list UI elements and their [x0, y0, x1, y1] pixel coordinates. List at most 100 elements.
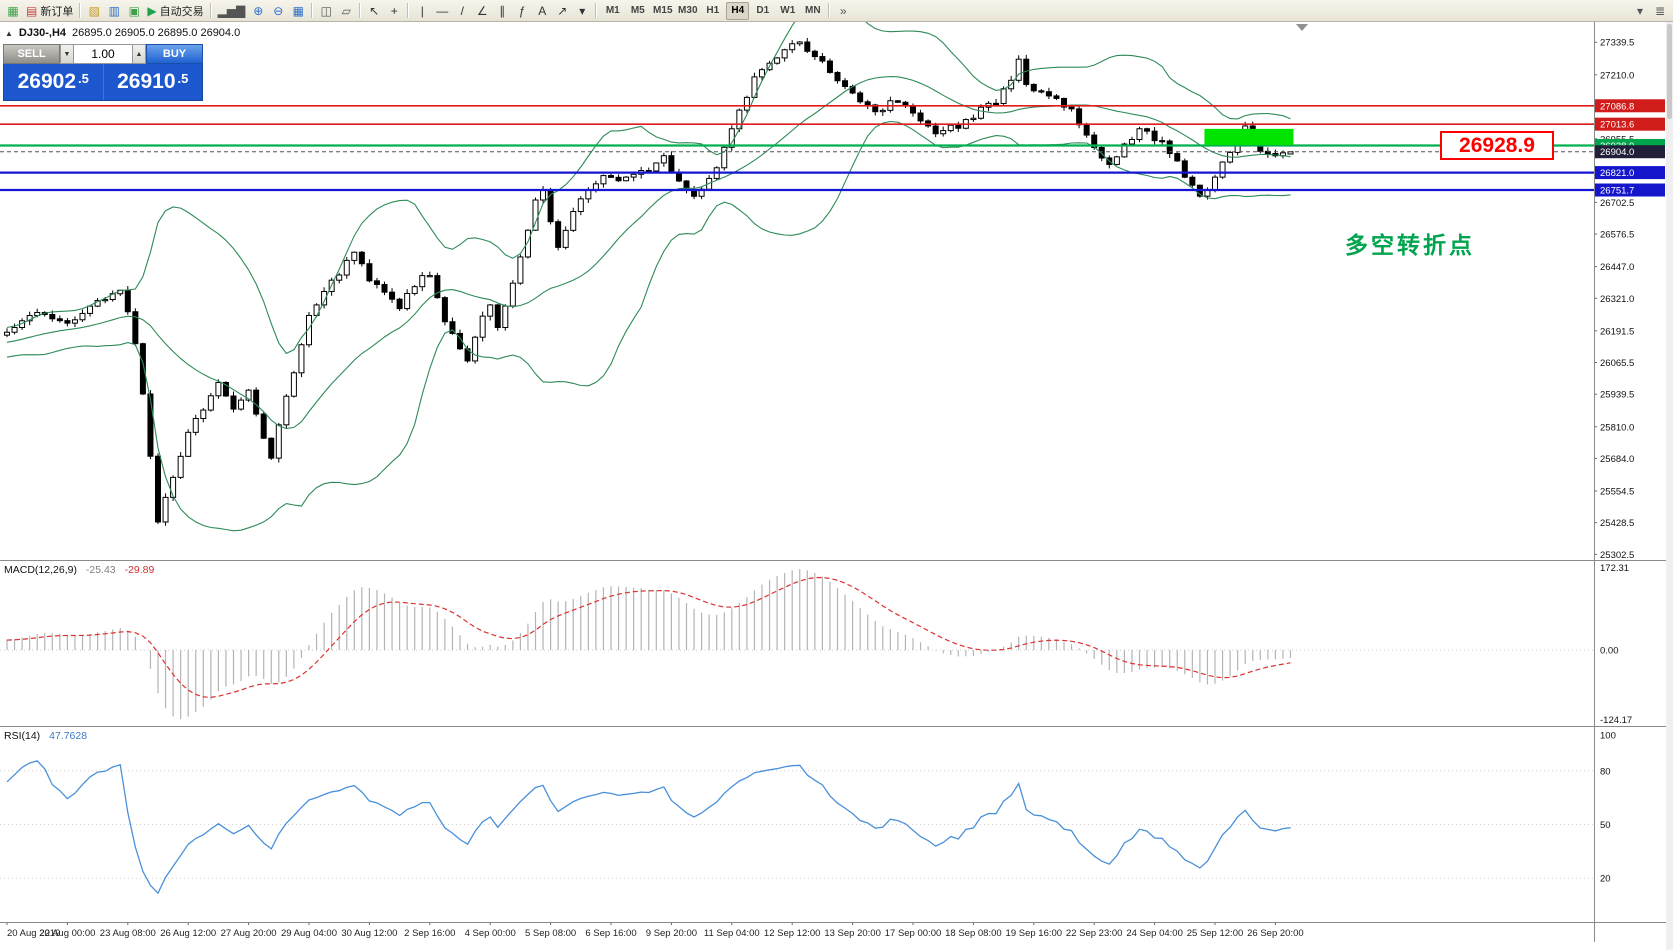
timeframe-m15[interactable]: M15 — [653, 5, 673, 16]
cursor-icon[interactable]: ↖ — [365, 2, 383, 20]
current-price-line-tag-label: 26904.0 — [1600, 147, 1634, 158]
timeframe-m30[interactable]: M30 — [678, 5, 698, 16]
timeframe-h1[interactable]: H1 — [706, 5, 720, 16]
rsi-line — [6, 760, 1291, 895]
toolbar-customize-icon[interactable]: ▾ — [1631, 2, 1649, 20]
sell-price-button[interactable]: 26902 .5 — [4, 64, 104, 100]
app-icon[interactable]: ▦ — [4, 2, 22, 20]
crosshair-icon[interactable]: + — [385, 2, 403, 20]
macd-axis-label: 172.31 — [1600, 563, 1629, 574]
candles-layer — [4, 37, 1294, 526]
price-tick-label: 26321.0 — [1600, 294, 1634, 305]
channel-tool: ∥ — [499, 3, 506, 18]
window-panels-icon[interactable]: ≣ — [1651, 2, 1669, 20]
horizontal-line-tool: — — [436, 3, 449, 18]
bollinger-upper-band — [6, 0, 1291, 355]
symbol-name: DJ30-,H4 — [18, 27, 66, 39]
new-order-button[interactable]: ▤ 新订单 — [24, 2, 75, 20]
zoom-out-icon: ⊖ — [273, 3, 284, 18]
timeframe-h4[interactable]: H4 — [726, 1, 750, 20]
symbol-ohlc-label: ▲ DJ30-,H4 26895.0 26905.0 26895.0 26904… — [5, 27, 240, 39]
highlight-rectangle[interactable] — [1204, 128, 1294, 145]
timeframe-mn[interactable]: MN — [804, 5, 821, 16]
bar-chart-icon[interactable]: ▂▅▇ — [216, 2, 248, 20]
toolbar-overflow-icon[interactable]: » — [834, 2, 852, 20]
volume-input[interactable] — [74, 44, 132, 64]
profiles-icon: ▧ — [88, 3, 101, 18]
fibonacci-tool[interactable]: ƒ — [513, 2, 531, 20]
timeframe-d1[interactable]: D1 — [756, 5, 770, 16]
angle-trendline-tool[interactable]: ∠ — [473, 2, 491, 20]
text-tool: A — [538, 3, 547, 18]
rsi-axis-label: 20 — [1600, 874, 1611, 885]
timeframe-m5[interactable]: M5 — [630, 5, 645, 16]
profiles-icon[interactable]: ▧ — [85, 2, 103, 20]
chart-shift-marker[interactable] — [1296, 24, 1308, 31]
price-tick-label: 27339.5 — [1600, 38, 1634, 49]
vertical-line-tool[interactable]: | — [413, 2, 431, 20]
toolbar-overflow-icon: » — [839, 3, 847, 18]
support-line-2-tag-label: 26751.7 — [1600, 186, 1634, 197]
scrollbar-thumb[interactable] — [1667, 24, 1672, 119]
channel-tool[interactable]: ∥ — [493, 2, 511, 20]
arrange-charts-icon[interactable]: ◫ — [317, 2, 335, 20]
zoom-out-icon[interactable]: ⊖ — [269, 2, 287, 20]
price-axis[interactable]: 27339.527210.026955.526702.526576.526447… — [1594, 38, 1665, 885]
volume-increase-button[interactable]: ▲ — [132, 44, 146, 64]
angle-trendline-tool: ∠ — [476, 3, 488, 18]
shapes-dropdown[interactable]: ▾ — [573, 2, 591, 20]
time-axis-label: 9 Sep 20:00 — [646, 928, 697, 939]
resistance-line-2-tag-label: 27013.6 — [1600, 120, 1634, 131]
bollinger-lower-band — [6, 120, 1291, 532]
toolbar-separator — [595, 3, 598, 18]
one-click-collapse-icon[interactable]: ▲ — [5, 28, 13, 38]
crosshair-icon: + — [390, 3, 398, 18]
time-axis-label: 17 Sep 00:00 — [885, 928, 942, 939]
vertical-scrollbar[interactable] — [1666, 22, 1673, 950]
cascade-charts-icon[interactable]: ▱ — [337, 2, 355, 20]
tile-windows-icon[interactable]: ▦ — [289, 2, 307, 20]
arrange-charts-icon: ◫ — [320, 3, 332, 18]
rsi-name: RSI(14) — [4, 730, 41, 742]
sell-button[interactable]: SELL — [3, 44, 60, 64]
buy-button[interactable]: BUY — [146, 44, 203, 64]
time-axis-label: 29 Aug 04:00 — [281, 928, 337, 939]
market-watch-icon[interactable]: ▥ — [105, 2, 123, 20]
time-axis-label: 26 Aug 12:00 — [160, 928, 216, 939]
price-tick-label: 27210.0 — [1600, 70, 1634, 81]
price-tick-label: 25302.5 — [1600, 550, 1634, 561]
arrow-tool[interactable]: ↗ — [553, 2, 571, 20]
timeframe-m1[interactable]: M1 — [605, 5, 620, 16]
resistance-line-1-tag-label: 27086.8 — [1600, 101, 1634, 112]
navigator-icon: ▣ — [128, 3, 141, 18]
time-axis-label: 13 Sep 20:00 — [824, 928, 881, 939]
support-line-1-tag — [1595, 166, 1665, 180]
autotrading-button[interactable]: ▶ 自动交易 — [145, 2, 205, 20]
turning-point-annotation[interactable]: 多空转折点 — [1345, 232, 1475, 258]
fibonacci-tool: ƒ — [518, 3, 526, 18]
navigator-icon[interactable]: ▣ — [125, 2, 143, 20]
buy-price-fraction: .5 — [177, 71, 189, 86]
macd-histogram — [6, 569, 1292, 720]
horizontal-line-tool[interactable]: — — [433, 2, 451, 20]
volume-decrease-button[interactable]: ▼ — [60, 44, 74, 64]
symbol-ohlc-values: 26895.0 26905.0 26895.0 26904.0 — [72, 27, 241, 39]
price-callout-label[interactable]: 26928.9 — [1440, 131, 1554, 160]
macd-name: MACD(12,26,9) — [4, 564, 77, 576]
trendline-tool[interactable]: / — [453, 2, 471, 20]
price-tick-label: 25684.0 — [1600, 454, 1634, 465]
sell-price-value: 26902 — [17, 70, 77, 93]
timeframe-w1[interactable]: W1 — [780, 5, 796, 16]
sell-price-fraction: .5 — [78, 71, 89, 86]
macd-axis-label: -124.17 — [1600, 715, 1632, 726]
market-watch-icon: ▥ — [108, 3, 121, 18]
time-axis-label: 22 Sep 23:00 — [1066, 928, 1123, 939]
toolbar-customize-icon: ▾ — [1636, 3, 1644, 18]
buy-price-button[interactable]: 26910 .5 — [104, 64, 203, 100]
text-tool[interactable]: A — [533, 2, 551, 20]
zoom-in-icon[interactable]: ⊕ — [249, 2, 267, 20]
price-tick-label: 26065.5 — [1600, 358, 1634, 369]
time-axis-label: 20 Aug 2019 — [7, 928, 60, 939]
